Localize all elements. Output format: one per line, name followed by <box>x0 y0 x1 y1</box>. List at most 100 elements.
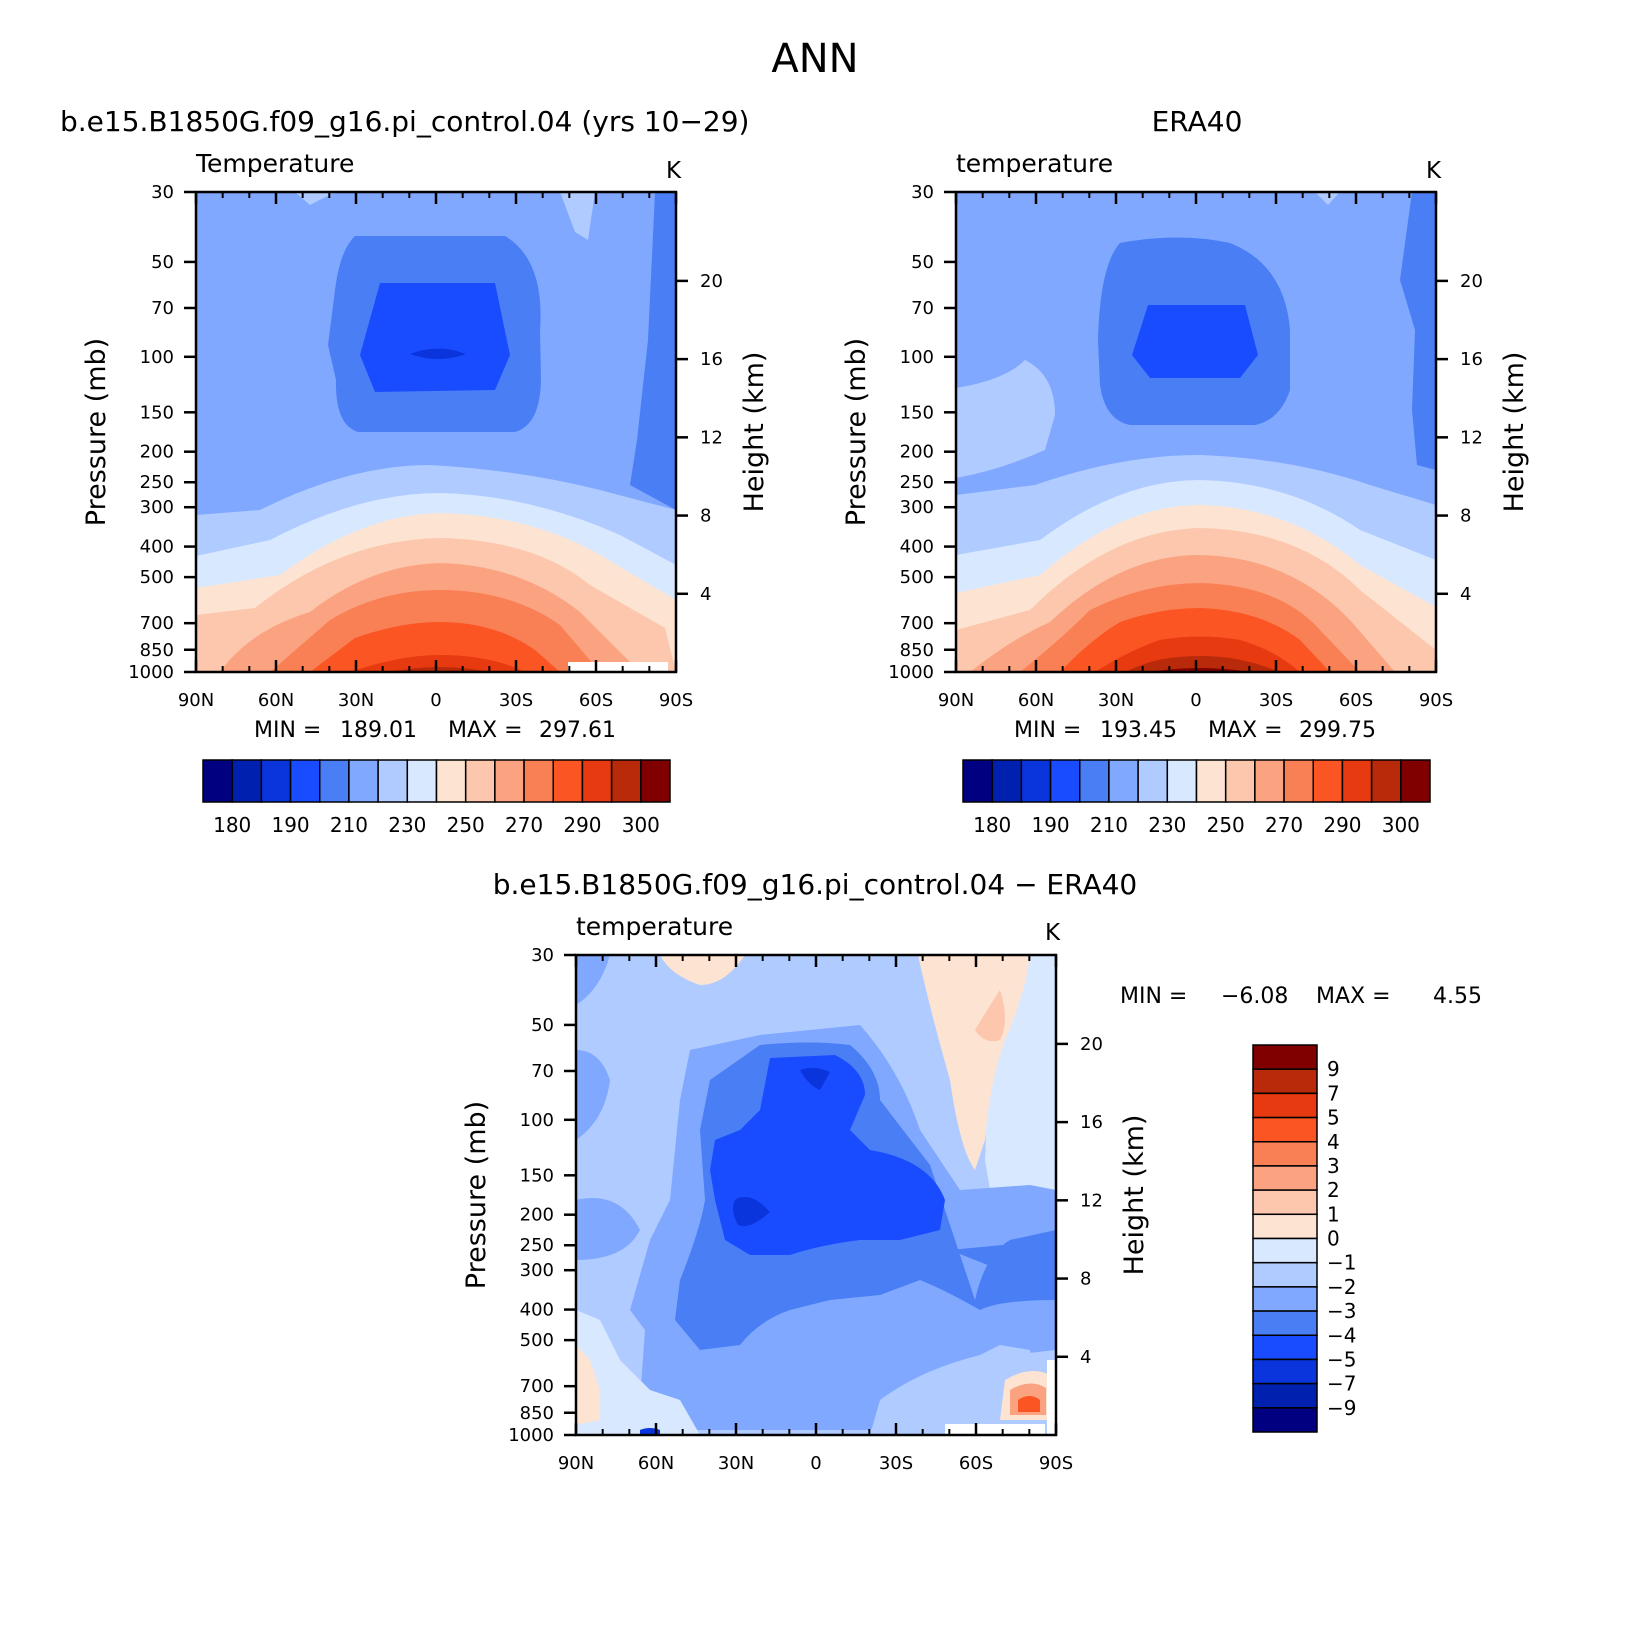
max-value: 297.61 <box>539 718 616 743</box>
colorbar-label: 300 <box>622 813 660 837</box>
contour-field <box>196 192 676 672</box>
y2-tick-label: 8 <box>1460 506 1471 527</box>
y2-tick-label: 20 <box>1080 1034 1103 1055</box>
colorbar-swatch <box>581 759 613 803</box>
colorbar-label: −4 <box>1327 1323 1356 1347</box>
x-tick-label: 90S <box>1419 690 1453 711</box>
units-label: K <box>1426 158 1442 184</box>
colorbar-label: 250 <box>447 813 485 837</box>
colorbar-label: 270 <box>505 813 543 837</box>
colorbar-swatch <box>1400 759 1431 803</box>
contour-band <box>1125 656 1280 672</box>
y-tick-label: 700 <box>520 1376 554 1397</box>
y-tick-label: 50 <box>151 252 174 273</box>
colorbar-swatch <box>1341 759 1373 803</box>
colorbar-swatch <box>260 759 292 803</box>
colorbar-swatch <box>1020 759 1052 803</box>
y2-tick-label: 16 <box>1080 1112 1103 1133</box>
y-tick-label: 500 <box>520 1330 554 1351</box>
contour-band <box>956 360 1055 478</box>
y2-tick-label: 12 <box>1080 1190 1103 1211</box>
y-tick-label: 250 <box>900 472 934 493</box>
x-tick-label: 90N <box>558 1453 594 1474</box>
colorbar-swatch <box>1252 1189 1318 1216</box>
colorbar-swatch <box>1252 1237 1318 1264</box>
y-tick-label: 150 <box>140 402 174 423</box>
x-tick-label: 30S <box>1259 690 1293 711</box>
colorbar-swatch <box>1252 1165 1318 1191</box>
colorbar-swatch <box>1252 1116 1318 1143</box>
colorbar-swatch <box>1252 1044 1318 1070</box>
y-axis-label: Pressure (mb) <box>841 338 872 526</box>
panel-era40: ERA40 temperature K Pressure (mb) Height… <box>841 105 1530 837</box>
contour-band <box>310 622 560 672</box>
colorbar-swatch <box>1254 759 1285 803</box>
colorbar-swatch <box>494 759 525 803</box>
contour-band <box>410 348 466 359</box>
y-tick-label: 200 <box>140 442 174 463</box>
y-tick-label: 150 <box>520 1165 554 1186</box>
x-tick-label: 30N <box>1098 690 1134 711</box>
figure-title: ANN <box>771 36 858 82</box>
contour-band <box>350 655 525 672</box>
missing-data-patch <box>945 1424 1045 1435</box>
min-value: 193.45 <box>1100 718 1177 743</box>
colorbar-swatch <box>289 759 321 803</box>
contour-band <box>630 192 676 510</box>
y-tick-label: 70 <box>151 298 174 319</box>
y2-axis-label: Height (km) <box>1119 1115 1150 1276</box>
units-label: K <box>1045 920 1061 946</box>
colorbar-label: 190 <box>271 813 309 837</box>
colorbar-label: 290 <box>1323 813 1361 837</box>
y-tick-label: 250 <box>520 1235 554 1256</box>
contour-band <box>950 1240 1056 1270</box>
y2-tick-label: 20 <box>1460 271 1483 292</box>
y-tick-label: 850 <box>900 640 934 661</box>
x-tick-label: 60S <box>579 690 613 711</box>
x-tick-label: 60S <box>959 1453 993 1474</box>
y-tick-label: 300 <box>140 497 174 518</box>
colorbar-swatch <box>1195 759 1227 803</box>
min-value: 189.01 <box>340 718 417 743</box>
x-tick-label: 0 <box>810 1453 821 1474</box>
y-tick-label: 400 <box>520 1300 554 1321</box>
colorbar-label: −9 <box>1327 1396 1356 1420</box>
y-tick-label: 30 <box>151 182 174 203</box>
variable-label: Temperature <box>195 149 354 178</box>
y2-tick-label: 16 <box>700 349 723 370</box>
colorbar: 180 190 210 230 250 270 290 300 <box>962 759 1431 837</box>
y-tick-label: 400 <box>140 537 174 558</box>
colorbar-label: 1 <box>1327 1202 1340 1226</box>
contour-band <box>1400 192 1436 470</box>
colorbar-swatch <box>202 759 233 803</box>
x-tick-label: 30N <box>718 1453 754 1474</box>
x-tick-label: 30S <box>879 1453 913 1474</box>
variable-label: temperature <box>956 149 1113 178</box>
y-tick-label: 700 <box>900 613 934 634</box>
colorbar-swatch <box>464 759 496 803</box>
y-tick-label: 400 <box>900 537 934 558</box>
colorbar-swatch <box>1224 759 1256 803</box>
y-tick-label: 200 <box>900 442 934 463</box>
colorbar-swatch <box>1252 1068 1318 1095</box>
y2-tick-label: 4 <box>1080 1347 1091 1368</box>
colorbar-label: 230 <box>1148 813 1186 837</box>
colorbar-label: 4 <box>1327 1130 1340 1154</box>
colorbar-label: 250 <box>1207 813 1245 837</box>
panel-title: ERA40 <box>1152 105 1243 138</box>
y2-tick-label: 20 <box>700 271 723 292</box>
colorbar-swatch <box>640 759 671 803</box>
colorbar-swatch <box>231 759 263 803</box>
max-value: 299.75 <box>1299 718 1376 743</box>
max-value: 4.55 <box>1433 984 1482 1009</box>
y-tick-label: 700 <box>140 613 174 634</box>
y-tick-label: 1000 <box>128 662 174 683</box>
colorbar-label: 230 <box>388 813 426 837</box>
y2-tick-label: 4 <box>700 584 711 605</box>
x-tick-label: 60N <box>258 690 294 711</box>
contour-band <box>800 1067 830 1090</box>
y-tick-label: 100 <box>140 347 174 368</box>
contour-band <box>1018 1396 1040 1412</box>
axes: 90N 60N 30N 0 30S 60S 90S 30 50 70 100 150 200 250 300… <box>508 945 1103 1474</box>
